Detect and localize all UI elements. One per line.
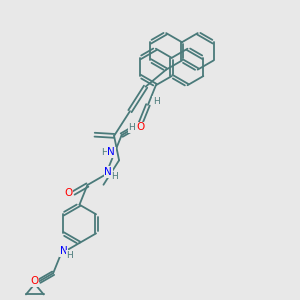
Text: H: H xyxy=(67,250,73,260)
Text: N: N xyxy=(60,246,67,256)
Text: O: O xyxy=(136,122,145,132)
Text: H: H xyxy=(111,172,118,181)
Text: H: H xyxy=(101,148,108,157)
Text: H: H xyxy=(128,123,135,132)
Text: N: N xyxy=(104,167,112,177)
Text: O: O xyxy=(30,276,38,286)
Text: O: O xyxy=(64,188,73,198)
Text: H: H xyxy=(153,97,160,106)
Text: N: N xyxy=(107,147,115,158)
